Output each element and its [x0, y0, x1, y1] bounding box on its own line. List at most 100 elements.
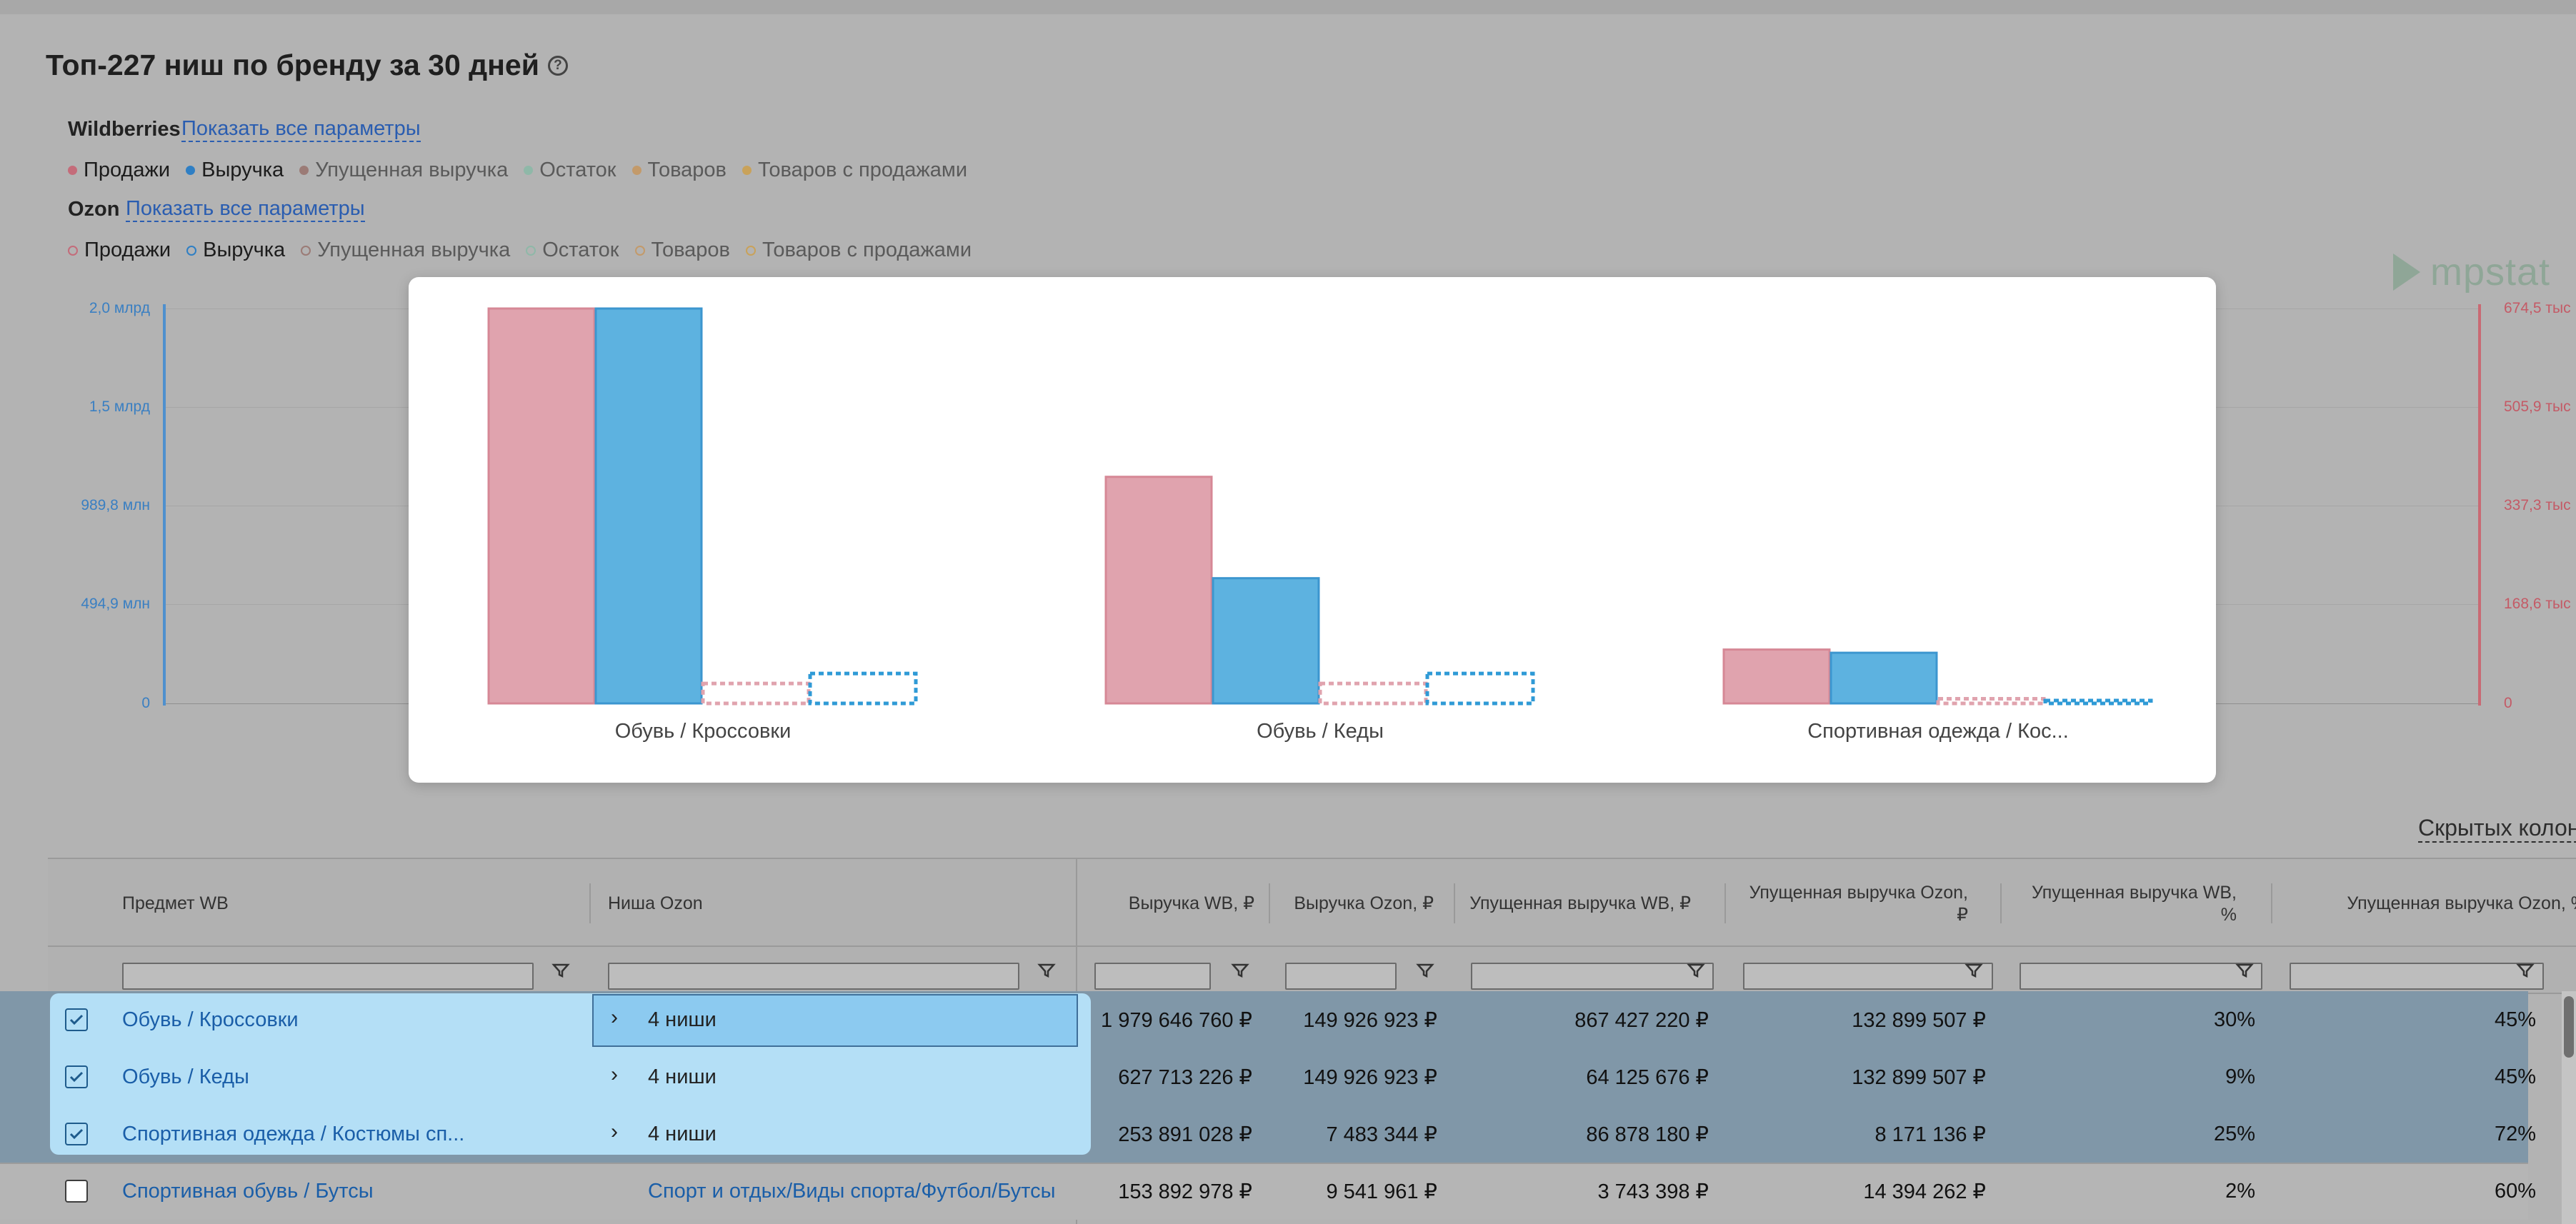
col-header-revenue-ozon[interactable]: Выручка Ozon, ₽ [1294, 893, 1434, 913]
cell-lost-wb-pct: 25% [2213, 1122, 2255, 1145]
legend-item-ozon-1[interactable]: Выручка [186, 239, 285, 262]
hidden-columns-link[interactable]: Скрытых колоно [2418, 815, 2576, 843]
legend-label: Остаток [539, 159, 616, 181]
filter-icon[interactable] [1416, 961, 1434, 980]
col-header-lost-revenue-ozon-pct[interactable]: Упущенная выручка Ozon, % [2347, 893, 2576, 913]
cell-lost-wb: 64 125 676 ₽ [1586, 1065, 1709, 1089]
legend-item-wildberries-0[interactable]: Продажи [68, 159, 170, 182]
filter-icon[interactable] [1687, 961, 1705, 980]
niche-ozon-link[interactable]: Спорт и отдых/Виды спорта/Футбол/Бутсы [648, 1179, 1056, 1203]
cell-lost-ozon: 14 394 262 ₽ [1863, 1180, 1986, 1203]
bar-wb-revenue-2[interactable] [1829, 651, 1938, 705]
filter-input-lost-revenue-wb-pct[interactable] [2020, 963, 2262, 990]
cell-rev-wb: 153 892 978 ₽ [1118, 1180, 1252, 1203]
col-header-niche-ozon[interactable]: Ниша Ozon [608, 893, 703, 913]
bar-ozon-revenue-2[interactable] [2043, 698, 2153, 706]
checkmark-icon [69, 1014, 84, 1025]
row-checkbox[interactable] [65, 1180, 88, 1203]
chevron-right-icon[interactable]: › [611, 1120, 618, 1143]
chevron-right-icon[interactable]: › [611, 1063, 618, 1086]
legend-label: Выручка [203, 239, 286, 261]
page-title-text: Топ-227 ниш по бренду за 30 дней [46, 49, 539, 81]
subject-wb-link[interactable]: Обувь / Кроссовки [122, 1008, 299, 1031]
column-separator [1454, 883, 1455, 923]
niche-count[interactable]: 4 ниши [648, 1065, 717, 1088]
selected-niche-cell[interactable] [592, 994, 1078, 1047]
filter-icon[interactable] [1965, 961, 1983, 980]
bar-ozon-sales-0[interactable] [701, 681, 811, 706]
filter-icon[interactable] [1037, 961, 1056, 980]
chevron-right-icon[interactable]: › [611, 1005, 618, 1029]
scrollbar-thumb[interactable] [2564, 996, 2574, 1058]
filter-input-revenue-wb[interactable] [1094, 963, 1211, 990]
col-header-lost-revenue-ozon[interactable]: Упущенная выручка Ozon, ₽ [1749, 882, 1968, 925]
row-checkbox[interactable] [65, 1123, 88, 1145]
subject-wb-link[interactable]: Спортивная обувь / Бутсы [122, 1179, 374, 1203]
col-header-lost-revenue-wb[interactable]: Упущенная выручка WB, ₽ [1469, 893, 1691, 913]
checkmark-icon [69, 1128, 84, 1140]
filter-input-niche-ozon[interactable] [608, 963, 1019, 990]
subject-wb-link[interactable]: Обувь / Кеды [122, 1065, 249, 1088]
cell-rev-wb: 253 891 028 ₽ [1118, 1123, 1252, 1146]
col-header-subject-wb[interactable]: Предмет WB [122, 893, 229, 913]
bar-wb-revenue-0[interactable] [594, 307, 703, 705]
legend-label: Товаров с продажами [762, 239, 972, 261]
ozon-legend: Продажи Выручка Упущенная выручка Остаток То… [68, 239, 972, 262]
x-tick-label: Спортивная одежда / Кос... [1807, 720, 2069, 743]
legend-label: Товаров [647, 159, 727, 181]
legend-item-ozon-2[interactable]: Упущенная выручка [301, 239, 510, 262]
bar-ozon-revenue-0[interactable] [808, 671, 918, 706]
niche-count[interactable]: 4 ниши [648, 1008, 717, 1031]
legend-label: Упущенная выручка [315, 159, 509, 181]
legend-label: Продажи [84, 159, 171, 181]
legend-item-wildberries-5[interactable]: Товаров с продажами [742, 159, 967, 182]
legend-item-wildberries-2[interactable]: Упущенная выручка [299, 159, 508, 182]
bar-ozon-sales-1[interactable] [1318, 681, 1428, 706]
legend-item-wildberries-4[interactable]: Товаров [631, 159, 727, 182]
row-checkbox[interactable] [65, 1065, 88, 1088]
legend-marker-icon [68, 245, 78, 256]
ozon-show-all-link[interactable]: Показать все параметры [126, 196, 365, 222]
col-header-lost-revenue-wb-pct[interactable]: Упущенная выручка WB, % [2032, 882, 2237, 925]
filter-input-subject-wb[interactable] [122, 963, 534, 990]
x-tick-label: Обувь / Кроссовки [615, 720, 792, 743]
bar-wb-sales-1[interactable] [1104, 476, 1213, 705]
bar-wb-sales-0[interactable] [487, 307, 596, 705]
y-left-tick-label: 494,9 млн [81, 596, 150, 612]
legend-marker-icon [526, 245, 536, 256]
bar-ozon-sales-2[interactable] [1936, 696, 2046, 706]
table-row[interactable] [0, 1163, 2528, 1220]
legend-item-wildberries-3[interactable]: Остаток [524, 159, 616, 182]
wildberries-show-all-link[interactable]: Показать все параметры [181, 116, 421, 142]
subject-wb-link[interactable]: Спортивная одежда / Костюмы сп... [122, 1122, 465, 1145]
filter-input-lost-revenue-wb[interactable] [1471, 963, 1714, 990]
legend-label: Товаров с продажами [757, 159, 968, 181]
legend-marker-icon [186, 245, 197, 256]
page-title: Топ-227 ниш по бренду за 30 дней ? [46, 49, 568, 82]
legend-item-wildberries-1[interactable]: Выручка [186, 159, 284, 182]
col-header-revenue-wb[interactable]: Выручка WB, ₽ [1128, 893, 1254, 913]
legend-item-ozon-5[interactable]: Товаров с продажами [745, 239, 972, 262]
bar-ozon-revenue-1[interactable] [1425, 671, 1535, 706]
legend-item-ozon-3[interactable]: Остаток [526, 239, 619, 262]
help-icon[interactable]: ? [547, 55, 568, 76]
niche-count[interactable]: 4 ниши [648, 1122, 717, 1145]
legend-item-ozon-0[interactable]: Продажи [68, 239, 171, 262]
bar-wb-revenue-1[interactable] [1212, 577, 1320, 705]
filter-icon[interactable] [2516, 961, 2535, 980]
legend-marker-icon [299, 166, 309, 175]
ozon-label: Ozon [68, 198, 120, 221]
filter-input-lost-revenue-ozon-pct[interactable] [2290, 963, 2544, 990]
filter-input-lost-revenue-ozon[interactable] [1743, 963, 1993, 990]
cell-rev-ozon: 9 541 961 ₽ [1326, 1180, 1437, 1203]
legend-item-ozon-4[interactable]: Товаров [634, 239, 730, 262]
filter-icon[interactable] [1231, 961, 1249, 980]
table-header: Предмет WB Ниша Ozon Выручка WB, ₽ Выруч… [48, 858, 2576, 947]
cell-rev-ozon: 7 483 344 ₽ [1326, 1123, 1437, 1146]
row-checkbox[interactable] [65, 1008, 88, 1031]
bar-wb-sales-2[interactable] [1722, 648, 1831, 705]
filter-input-revenue-ozon[interactable] [1285, 963, 1397, 990]
filter-icon[interactable] [551, 961, 570, 980]
legend-marker-icon [631, 166, 641, 175]
filter-icon[interactable] [2235, 961, 2254, 980]
